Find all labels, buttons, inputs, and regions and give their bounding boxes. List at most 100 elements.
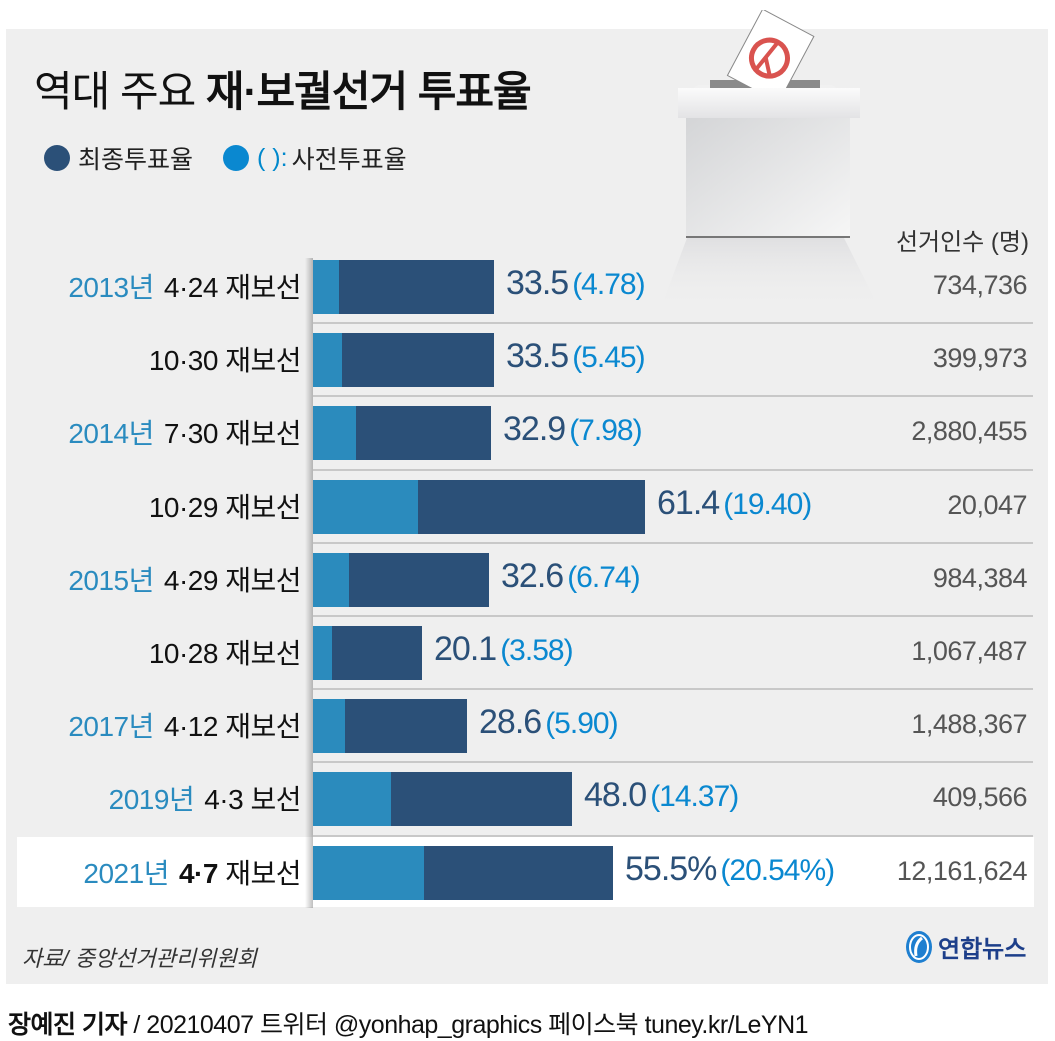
voter-count: 734,736 [932, 270, 1028, 300]
row-label: 2015년 4·29 재보선 [68, 559, 301, 599]
yonhap-logo-icon [906, 930, 932, 963]
voter-count: 12,161,624 [896, 856, 1028, 886]
value-label: 33.5 (5.45) [506, 337, 646, 376]
bar-final-turnout [313, 260, 494, 314]
row-divider [313, 542, 1033, 544]
row-divider [313, 761, 1033, 763]
row-election-type: 재보선 [225, 272, 301, 303]
stamp-mark-icon [748, 37, 790, 79]
row-label: 2021년 4·7 재보선 [83, 852, 301, 892]
bar-final-turnout [313, 333, 494, 387]
value-label: 32.6 (6.74) [501, 557, 641, 596]
bar-early-turnout [313, 260, 339, 314]
row-election-type: 재보선 [225, 711, 301, 742]
row-year: 2014년 [68, 418, 154, 449]
early-turnout-label: (5.90) [545, 707, 618, 740]
final-turnout-label: 33.5 [506, 264, 569, 302]
early-turnout-label: (6.74) [567, 561, 640, 594]
row-label: 10·30 재보선 [148, 339, 302, 379]
value-label: 55.5% (20.54%) [625, 850, 835, 889]
row-label: 2017년 4·12 재보선 [68, 705, 301, 745]
value-label: 20.1 (3.58) [434, 630, 574, 669]
reporter-name: 장예진 기자 [8, 1011, 127, 1039]
voter-count: 2,880,455 [911, 416, 1027, 446]
row-divider [313, 615, 1033, 617]
legend-early-paren: ( ): [257, 143, 288, 172]
value-label: 28.6 (5.90) [479, 703, 619, 742]
row-election-type: 재보선 [225, 858, 301, 889]
early-turnout-label: (20.54%) [720, 854, 835, 887]
value-label: 32.9 (7.98) [503, 410, 643, 449]
voter-count: 409,566 [932, 782, 1028, 812]
row-election-type: 보선 [250, 784, 301, 815]
row-year: 2015년 [68, 565, 154, 596]
bar-early-turnout [313, 333, 342, 387]
row-divider [313, 322, 1033, 324]
credit-line: 장예진 기자 / 20210407 트위터 @yonhap_graphics 페… [8, 1005, 809, 1041]
bar-early-turnout [313, 772, 391, 826]
title-light: 역대 주요 [34, 68, 196, 115]
legend: 최종투표율 ( ): 사전투표율 [44, 140, 407, 176]
legend-final-label: 최종투표율 [78, 146, 194, 174]
source-note: 자료/ 중앙선거관리위원회 [22, 946, 257, 971]
row-label: 2013년 4·24 재보선 [68, 266, 301, 306]
row-label: 2014년 7·30 재보선 [68, 412, 301, 452]
row-divider [313, 835, 1033, 837]
row-date: 4·7 [178, 858, 218, 889]
bar-early-turnout [313, 626, 332, 680]
row-label: 10·28 재보선 [148, 632, 302, 672]
final-turnout-label: 55.5% [625, 850, 717, 888]
voter-count: 399,973 [932, 343, 1028, 373]
chart-row: 2015년 4·29 재보선 32.6 (6.74) 984,384 [0, 553, 1055, 607]
final-turnout-label: 48.0 [584, 776, 647, 814]
legend-early-label: 사전투표율 [291, 146, 407, 174]
voter-count: 20,047 [947, 490, 1027, 520]
row-election-type: 재보선 [225, 345, 301, 376]
final-turnout-label: 32.6 [501, 557, 564, 595]
legend-early-swatch [223, 145, 250, 171]
row-year: 2017년 [68, 711, 154, 742]
axis-shadow [305, 258, 313, 908]
row-date: 7·30 [163, 418, 219, 449]
row-date: 10·30 [148, 345, 219, 376]
voter-count: 1,067,487 [911, 636, 1027, 666]
early-turnout-label: (5.45) [572, 341, 645, 374]
voter-count: 984,384 [932, 563, 1028, 593]
value-label: 48.0 (14.37) [584, 776, 739, 815]
row-election-type: 재보선 [225, 565, 301, 596]
early-turnout-label: (14.37) [650, 780, 739, 813]
chart-row: 2014년 7·30 재보선 32.9 (7.98) 2,880,455 [0, 406, 1055, 460]
legend-final-swatch [44, 145, 70, 171]
early-turnout-label: (19.40) [723, 488, 812, 521]
final-turnout-label: 28.6 [479, 703, 542, 741]
title-bold: 재·보궐선거 투표율 [205, 68, 532, 115]
row-year: 2021년 [83, 858, 169, 889]
row-election-type: 재보선 [225, 638, 301, 669]
voter-count: 1,488,367 [911, 709, 1027, 739]
chart-row: 10·28 재보선 20.1 (3.58) 1,067,487 [0, 626, 1055, 680]
value-label: 61.4 (19.40) [657, 484, 812, 523]
row-date: 10·28 [148, 638, 219, 669]
chart-row: 10·30 재보선 33.5 (5.45) 399,973 [0, 333, 1055, 387]
row-date: 4·12 [163, 711, 219, 742]
final-turnout-label: 33.5 [506, 337, 569, 375]
chart-row: 10·29 재보선 61.4 (19.40) 20,047 [0, 480, 1055, 534]
chart-row: 2017년 4·12 재보선 28.6 (5.90) 1,488,367 [0, 699, 1055, 753]
bar-early-turnout [313, 553, 349, 607]
bar-early-turnout [313, 846, 424, 900]
ballot-box-illustration [660, 10, 880, 310]
final-turnout-label: 61.4 [657, 484, 720, 522]
row-date: 4·24 [163, 272, 219, 303]
row-divider [313, 688, 1033, 690]
bar-early-turnout [313, 406, 356, 460]
row-year: 2019년 [108, 784, 195, 815]
row-date: 4·29 [163, 565, 219, 596]
row-label: 10·29 재보선 [149, 486, 302, 526]
bar-early-turnout [313, 480, 418, 534]
chart-title: 역대 주요 재·보궐선거 투표율 [34, 58, 532, 119]
early-turnout-label: (7.98) [569, 414, 642, 447]
row-divider [313, 395, 1033, 397]
logo-text: 연합뉴스 [938, 936, 1027, 963]
row-label: 2019년 4·3 보선 [108, 778, 302, 818]
early-turnout-label: (3.58) [500, 634, 573, 667]
